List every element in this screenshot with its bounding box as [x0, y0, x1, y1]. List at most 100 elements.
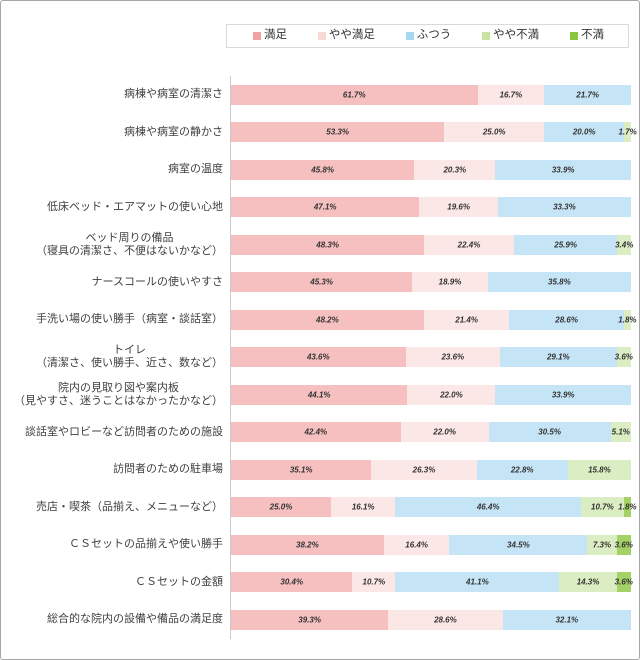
bar-cell: 53.3% 25.0% 20.0% 1.7%	[231, 122, 637, 143]
row-label: 病棟や病室の清潔さ	[124, 88, 223, 101]
row-label-cell: ベッド周りの備品 （寝具の清潔さ、不便はないかなど）	[1, 226, 231, 264]
segment-value: 46.4%	[476, 502, 500, 512]
bar-segment: 22.0%	[407, 384, 496, 405]
bar-cell: 30.4% 10.7% 41.1% 14.3% 3.6%	[231, 572, 633, 593]
bar-segment: 33.9%	[495, 384, 631, 405]
chart-row: ＣＳセットの品揃えや使い勝手 38.2% 16.4% 34.5% 7.3% 3.6%	[1, 526, 639, 564]
stacked-bar: 44.1% 22.0% 33.9%	[231, 384, 631, 405]
segment-value: 22.4%	[457, 240, 481, 250]
chart-row: 手洗い場の使い勝手（病室・談話室） 48.2% 21.4% 28.6% 1.8%	[1, 301, 639, 339]
row-label: 病棟や病室の静かさ	[124, 125, 223, 138]
bar-segment: 22.8%	[476, 459, 568, 480]
bar-segment: 25.9%	[513, 234, 618, 255]
bar-segment: 28.6%	[388, 609, 503, 630]
row-label: ベッド周りの備品 （寝具の清潔さ、不便はないかなど）	[36, 231, 223, 257]
chart-row: ＣＳセットの金額 30.4% 10.7% 41.1% 14.3% 3.6%	[1, 563, 639, 601]
legend-item: やや不満	[482, 30, 539, 42]
legend-label: やや満足	[328, 29, 375, 42]
stacked-bar: 43.6% 23.6% 29.1% 3.6%	[231, 347, 633, 368]
row-label-cell: 売店・喫茶（品揃え、メニューなど）	[1, 488, 231, 526]
segment-value: 22.8%	[510, 465, 534, 475]
bar-segment: 33.3%	[497, 197, 632, 218]
bar-cell: 42.4% 22.0% 30.5% 5.1%	[231, 422, 631, 443]
segment-value: 22.0%	[440, 390, 463, 400]
row-label: 手洗い場の使い勝手（病室・談話室）	[36, 313, 223, 326]
legend-swatch-icon	[570, 32, 578, 40]
chart-row: トイレ （清潔さ、使い勝手、近さ、数など） 43.6% 23.6% 29.1% 3.6%	[1, 338, 639, 376]
segment-value: 42.4%	[304, 427, 328, 437]
segment-value: 3.6%	[614, 540, 633, 550]
row-label-cell: 病棟や病室の清潔さ	[1, 76, 231, 114]
bar-segment: 47.1%	[231, 197, 420, 218]
row-label: 売店・喫茶（品揃え、メニューなど）	[36, 500, 223, 513]
bar-cell: 43.6% 23.6% 29.1% 3.6%	[231, 347, 633, 368]
segment-value: 25.0%	[269, 502, 293, 512]
stacked-bar: 61.7% 16.7% 21.7%	[231, 84, 631, 105]
segment-value: 28.6%	[555, 315, 578, 325]
row-label: 総合的な院内の設備や備品の満足度	[47, 613, 223, 626]
segment-value: 53.3%	[326, 127, 349, 137]
segment-value: 39.3%	[298, 615, 321, 625]
chart-row: ベッド周りの備品 （寝具の清潔さ、不便はないかなど） 48.3% 22.4% 25.9…	[1, 226, 639, 264]
row-label: 談話室やロビーなど訪問者のための施設	[25, 425, 223, 438]
bar-segment: 18.9%	[412, 272, 488, 293]
bar-segment: 46.4%	[395, 497, 581, 518]
bar-cell: 38.2% 16.4% 34.5% 7.3% 3.6%	[231, 534, 633, 555]
bar-segment: 20.0%	[544, 122, 625, 143]
bar-cell: 35.1% 26.3% 22.8% 15.8%	[231, 459, 632, 480]
legend-swatch-icon	[405, 32, 414, 40]
legend-item: やや満足	[317, 29, 375, 42]
stacked-bar: 25.0% 16.1% 46.4% 10.7% 1.8%	[231, 497, 637, 518]
chart-row: 売店・喫茶（品揃え、メニューなど） 25.0% 16.1% 46.4% 10.7% 1.8…	[1, 488, 639, 526]
segment-value: 19.6%	[447, 202, 470, 212]
bar-segment: 30.5%	[488, 422, 611, 443]
chart-row: 病棟や病室の静かさ 53.3% 25.0% 20.0% 1.7%	[1, 113, 639, 151]
bar-segment: 3.6%	[614, 534, 633, 555]
segment-value: 25.0%	[482, 127, 506, 137]
segment-value: 3.6%	[614, 577, 633, 587]
bar-segment: 15.8%	[567, 459, 632, 480]
row-label-cell: 談話室やロビーなど訪問者のための施設	[1, 413, 231, 451]
bar-segment: 7.3%	[587, 534, 617, 555]
segment-value: 30.4%	[280, 577, 304, 587]
segment-value: 1.7%	[618, 127, 637, 137]
bar-segment: 1.8%	[618, 497, 637, 518]
bar-segment: 29.1%	[500, 347, 617, 368]
segment-value: 28.6%	[434, 615, 457, 625]
bar-segment: 5.1%	[610, 422, 631, 443]
bar-segment: 35.8%	[487, 272, 631, 293]
segment-value: 10.7%	[591, 502, 614, 512]
segment-value: 7.3%	[592, 540, 612, 550]
segment-value: 30.5%	[538, 427, 561, 437]
row-label-cell: 病室の温度	[1, 151, 231, 189]
row-label: トイレ （清潔さ、使い勝手、近さ、数など）	[36, 344, 223, 370]
row-label-cell: 院内の見取り図や案内板 （見やすさ、迷うことはなかったかなど）	[1, 376, 231, 414]
segment-value: 29.1%	[546, 352, 570, 362]
segment-value: 16.7%	[499, 90, 523, 100]
legend-swatch-icon	[253, 32, 261, 40]
bar-segment: 48.2%	[231, 309, 424, 330]
stacked-bar: 30.4% 10.7% 41.1% 14.3% 3.6%	[231, 572, 633, 593]
bar-segment: 39.3%	[231, 609, 389, 630]
bar-segment: 34.5%	[449, 534, 588, 555]
bar-segment: 45.8%	[231, 159, 415, 180]
row-label: 院内の見取り図や案内板 （見やすさ、迷うことはなかったかなど）	[14, 381, 223, 407]
row-label-cell: トイレ （清潔さ、使い勝手、近さ、数など）	[1, 338, 231, 376]
segment-value: 18.9%	[438, 277, 462, 287]
bar-segment: 45.3%	[231, 272, 413, 293]
bar-segment: 44.1%	[231, 384, 408, 405]
row-label: ナースコールの使いやすさ	[91, 275, 223, 288]
segment-value: 25.9%	[554, 240, 577, 250]
bar-segment: 16.1%	[331, 497, 396, 518]
segment-value: 48.3%	[316, 240, 339, 250]
legend-swatch-icon	[482, 32, 491, 40]
row-label-cell: 低床ベッド・エアマットの使い心地	[1, 188, 231, 226]
bar-segment: 16.7%	[477, 84, 545, 105]
bar-segment: 23.6%	[405, 347, 501, 368]
stacked-bar: 38.2% 16.4% 34.5% 7.3% 3.6%	[231, 534, 633, 555]
bar-segment: 41.1%	[395, 572, 560, 593]
bar-segment: 1.8%	[618, 309, 637, 330]
bar-segment: 3.6%	[614, 572, 633, 593]
stacked-bar: 48.3% 22.4% 25.9% 3.4%	[231, 234, 633, 255]
stacked-bar: 39.3% 28.6% 32.1%	[231, 609, 632, 630]
